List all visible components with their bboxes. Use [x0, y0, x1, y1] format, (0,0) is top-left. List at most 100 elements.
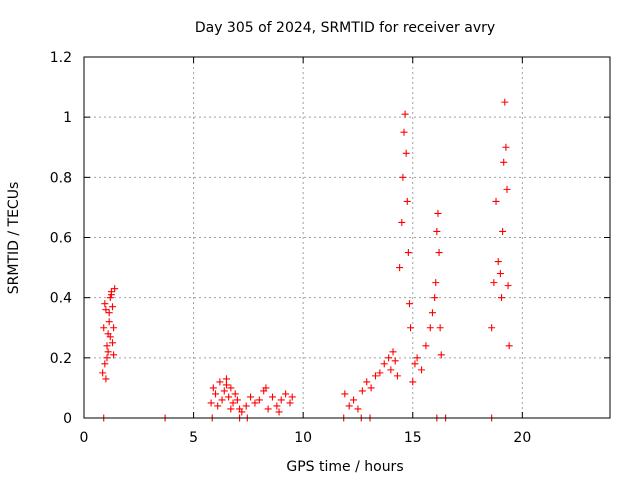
data-point: [229, 399, 237, 407]
data-point: [432, 279, 440, 287]
axis-ticks: 0 5 10 15 20 0 0.2 0.4 0.6 0.8 1 1.2: [50, 50, 610, 446]
data-point: [436, 324, 444, 332]
data-point: [399, 173, 407, 181]
data-point: [385, 354, 393, 362]
data-point: [247, 393, 255, 401]
data-point: [107, 291, 115, 299]
data-point: [371, 372, 379, 380]
data-point: [99, 369, 107, 377]
y-tick-label: 0.4: [50, 291, 72, 307]
data-point: [492, 197, 500, 205]
data-point: [227, 384, 235, 392]
data-point: [288, 393, 296, 401]
data-point: [103, 354, 111, 362]
data-point: [268, 393, 276, 401]
data-point: [504, 282, 512, 290]
data-point: [376, 369, 384, 377]
data-point: [212, 390, 219, 398]
data-point: [102, 375, 110, 383]
data-point: [214, 402, 222, 410]
data-point: [404, 249, 412, 257]
data-point: [104, 348, 112, 356]
data-point: [106, 333, 114, 341]
data-point: [418, 366, 426, 374]
data-point: [233, 396, 241, 404]
data-point: [363, 378, 371, 386]
data-point: [435, 249, 443, 257]
data-point: [393, 372, 401, 380]
x-tick-label: 15: [404, 430, 422, 446]
data-point: [367, 384, 375, 392]
data-point: [345, 402, 353, 410]
data-point: [411, 360, 419, 368]
y-axis-label: SRMTID / TECUs: [6, 182, 22, 295]
data-point: [422, 342, 430, 350]
x-tick-label: 0: [80, 430, 89, 446]
data-point: [387, 366, 395, 374]
data-point: [503, 185, 511, 193]
data-point: [105, 318, 113, 326]
data-point: [207, 399, 215, 407]
data-point: [428, 309, 436, 317]
data-point: [103, 342, 111, 350]
data-point: [110, 324, 118, 332]
y-tick-label: 0.6: [50, 231, 72, 247]
data-point: [380, 360, 388, 368]
data-point: [102, 306, 110, 314]
data-point: [501, 98, 509, 106]
data-point: [505, 342, 513, 350]
data-point: [275, 408, 283, 416]
data-point: [498, 294, 506, 302]
data-point: [100, 324, 108, 332]
x-tick-label: 5: [189, 430, 198, 446]
grid: [84, 57, 610, 418]
data-point: [398, 218, 406, 226]
data-point: [433, 227, 441, 235]
data-point: [255, 396, 263, 404]
data-point: [407, 324, 415, 332]
data-point: [400, 128, 408, 136]
data-point: [105, 309, 113, 317]
data-point: [108, 339, 116, 347]
plot-frame: [83, 56, 611, 419]
data-point: [431, 294, 439, 302]
data-point: [396, 264, 404, 272]
data-point: [389, 348, 397, 356]
data-point: [238, 408, 246, 416]
data-point: [354, 405, 362, 413]
data-point: [251, 399, 259, 407]
data-point: [106, 294, 114, 302]
data-point: [218, 396, 226, 404]
data-point: [434, 209, 442, 217]
data-point: [502, 143, 510, 151]
data-point: [437, 351, 445, 359]
data-point: [401, 110, 409, 118]
data-point: [402, 149, 410, 157]
data-point: [222, 375, 230, 383]
data-point: [101, 300, 109, 308]
data-point: [350, 396, 358, 404]
data-point: [496, 270, 504, 278]
x-tick-label: 10: [294, 430, 312, 446]
data-point: [403, 197, 411, 205]
data-point: [500, 158, 508, 166]
data-point: [222, 381, 230, 389]
data-point: [227, 405, 235, 413]
data-point: [216, 378, 224, 386]
data-point: [225, 393, 233, 401]
y-tick-label: 0.2: [50, 351, 72, 367]
data-point: [108, 303, 116, 311]
x-tick-label: 20: [513, 430, 531, 446]
y-tick-label: 0: [63, 411, 72, 427]
data-point: [231, 390, 239, 398]
data-point: [242, 402, 250, 410]
chart-title: Day 305 of 2024, SRMTID for receiver avr…: [195, 20, 495, 36]
data-point: [426, 324, 434, 332]
data-point: [488, 324, 496, 332]
data-point: [220, 387, 228, 395]
y-tick-label: 1: [63, 110, 72, 126]
data-point: [277, 396, 285, 404]
data-point: [341, 390, 349, 398]
data-point: [499, 227, 507, 235]
